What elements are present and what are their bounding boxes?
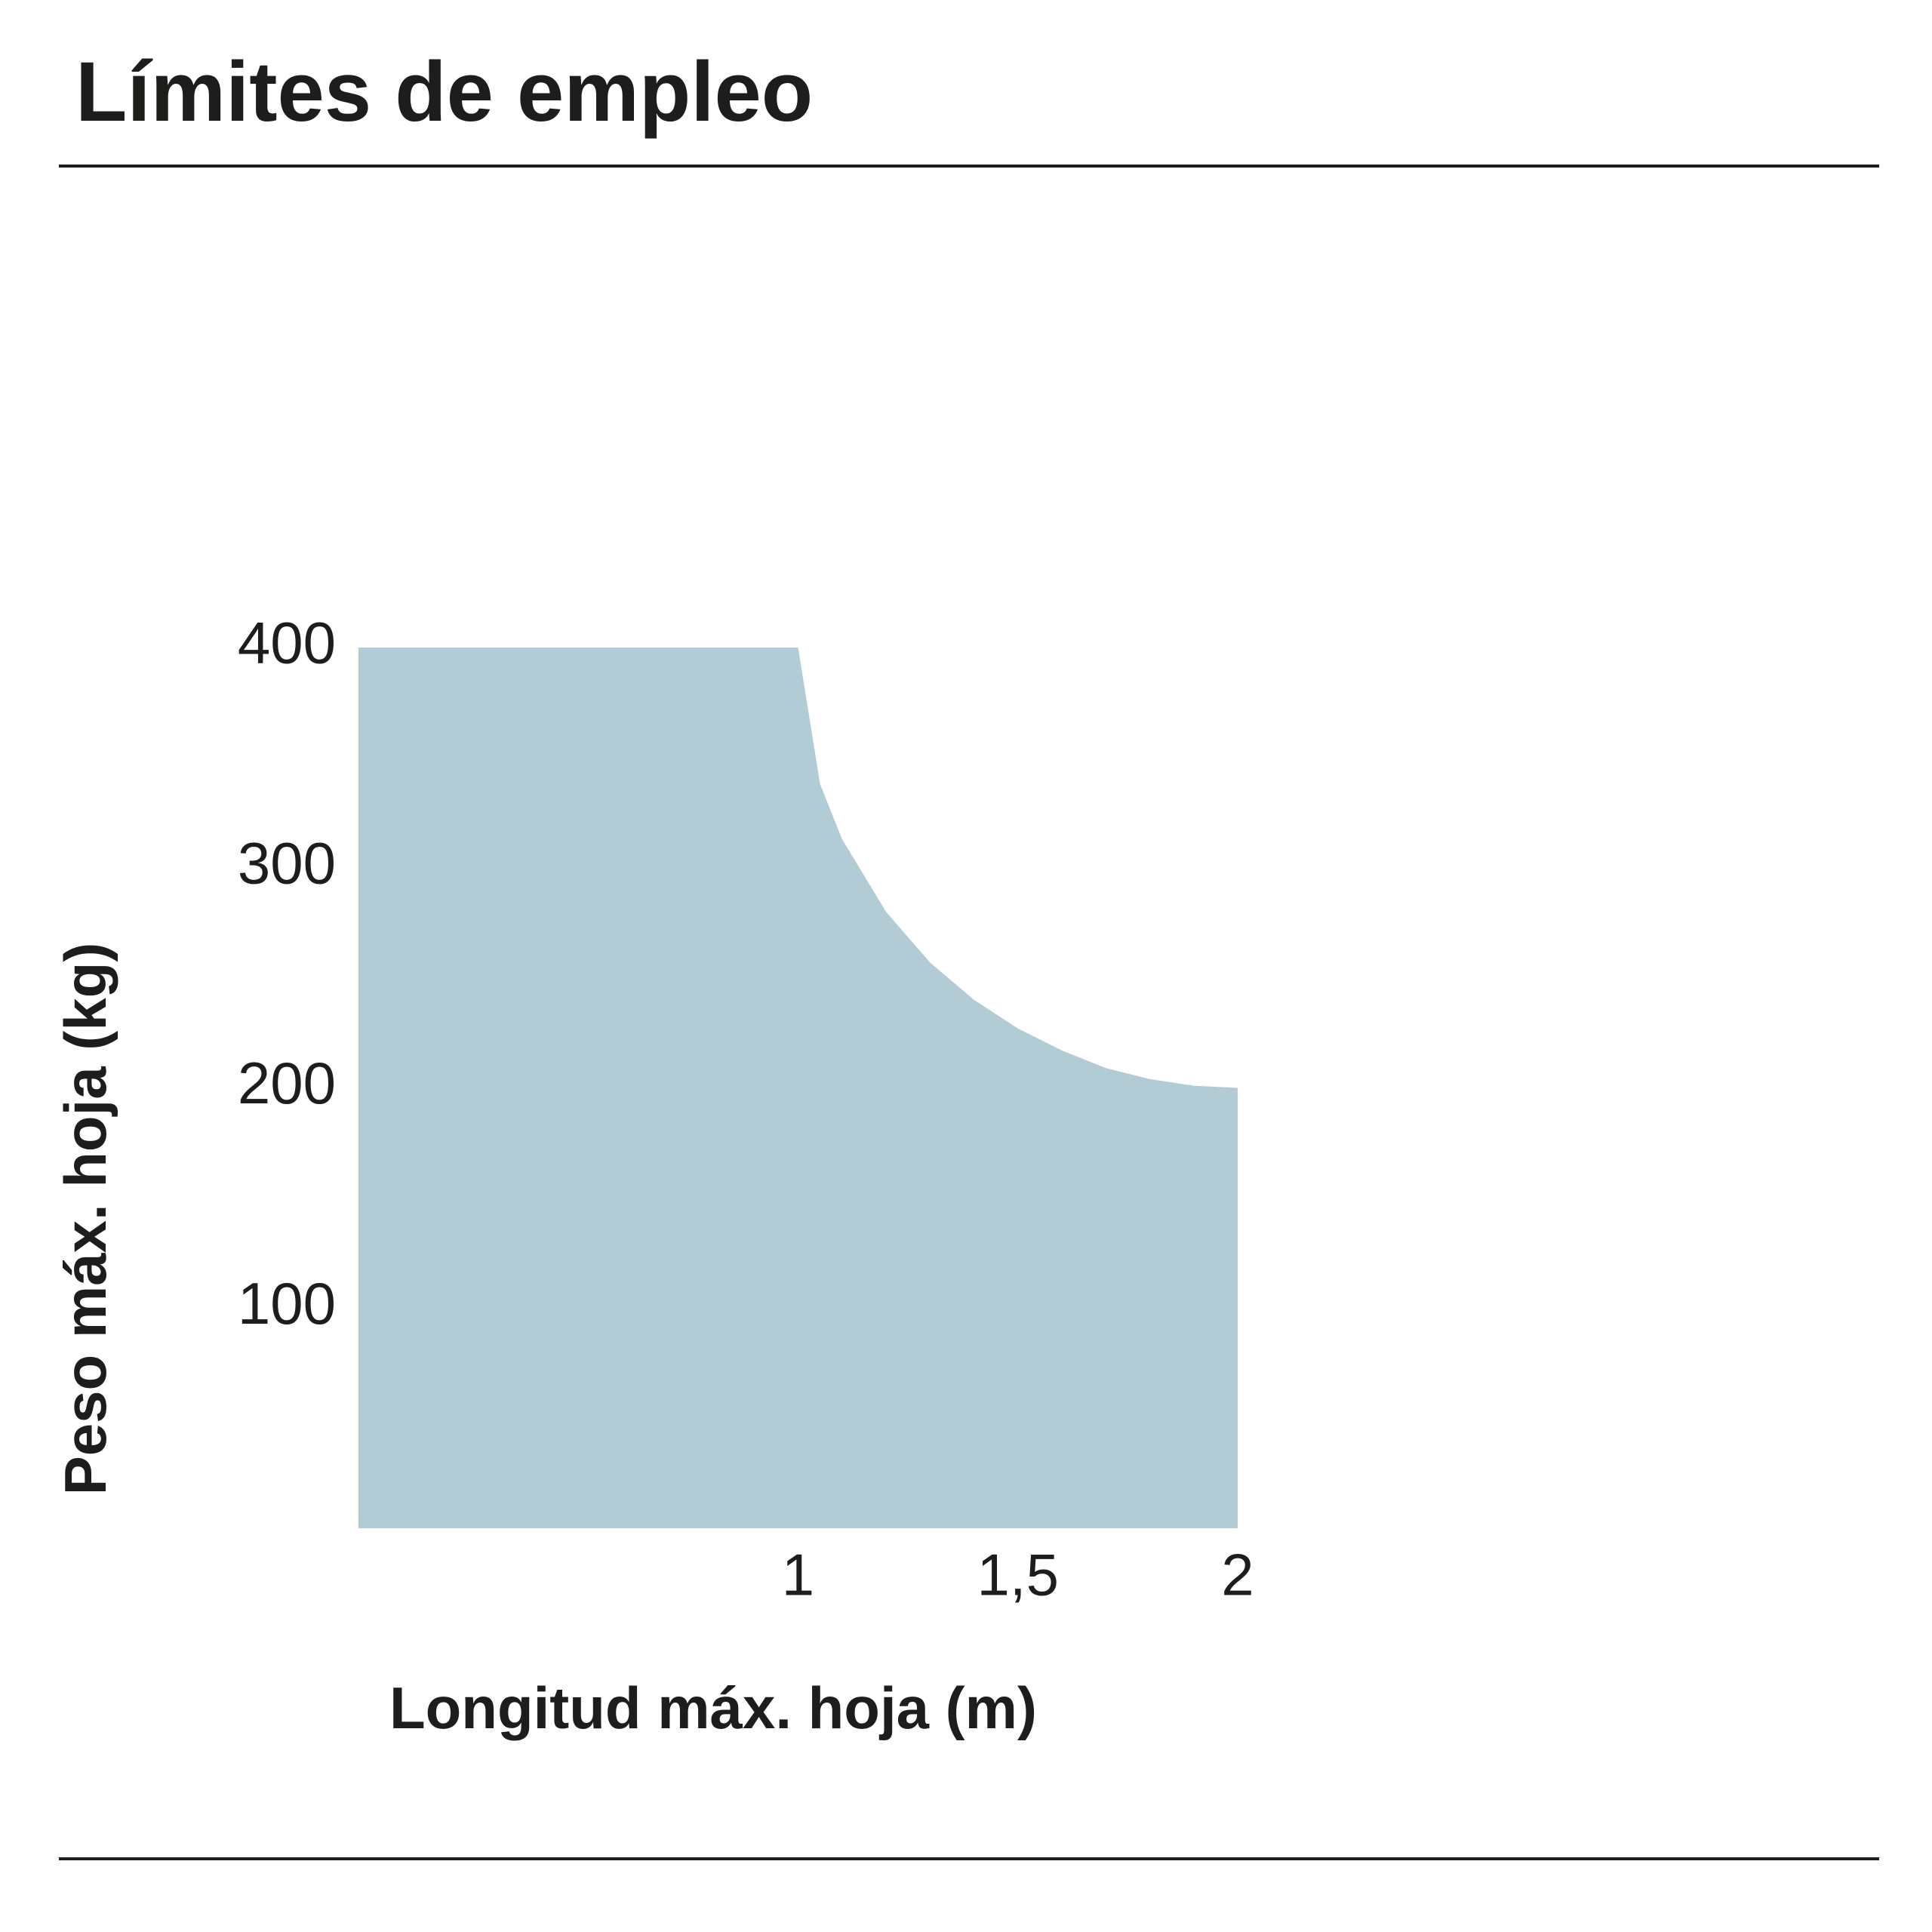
x-tick-label: 2 (1221, 1542, 1254, 1608)
x-tick-label: 1,5 (977, 1542, 1059, 1608)
y-tick-label: 300 (238, 829, 336, 896)
y-tick-label: 200 (238, 1050, 336, 1116)
y-axis-title: Peso máx. hoja (kg) (52, 943, 118, 1496)
x-axis-title: Longitud máx. hoja (m) (389, 1675, 1037, 1741)
x-tick-label: 1 (782, 1542, 814, 1608)
chart-title: Límites de empleo (75, 45, 813, 139)
y-tick-label: 100 (238, 1270, 336, 1337)
area (358, 648, 1238, 1528)
y-tick-label: 400 (238, 610, 336, 676)
